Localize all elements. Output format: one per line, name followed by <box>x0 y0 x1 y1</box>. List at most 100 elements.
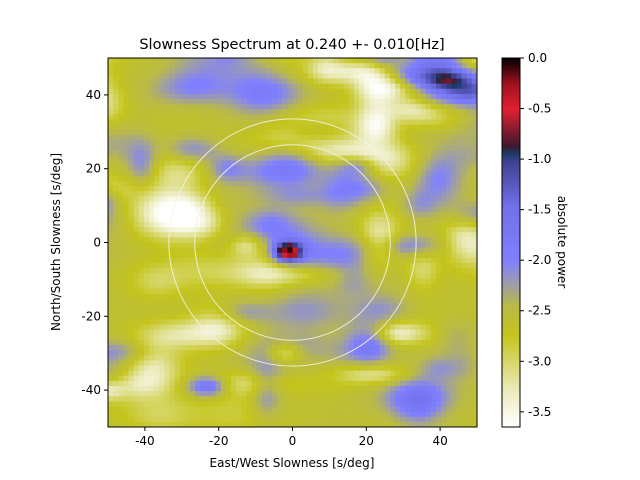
heatmap-cell <box>246 170 253 177</box>
heatmap-cell <box>154 401 160 408</box>
heatmap-cell <box>287 109 294 115</box>
heatmap-cell <box>313 329 319 336</box>
heatmap-cell <box>318 416 324 423</box>
heatmap-cell <box>210 416 217 423</box>
heatmap-cell <box>282 222 288 228</box>
heatmap-cell <box>451 104 458 110</box>
heatmap-cell <box>333 134 340 141</box>
heatmap-cell <box>405 314 411 320</box>
heatmap-cell <box>456 304 463 310</box>
heatmap-cell <box>338 222 345 228</box>
heatmap-cell <box>425 119 432 126</box>
heatmap-cell <box>118 257 124 264</box>
heatmap-cell <box>246 339 253 346</box>
heatmap-cell <box>231 304 237 310</box>
heatmap-cell <box>436 380 442 387</box>
heatmap-cell <box>456 222 463 228</box>
heatmap-cell <box>143 165 150 172</box>
heatmap-cell <box>410 170 417 177</box>
heatmap-cell <box>287 63 294 69</box>
heatmap-cell <box>246 99 253 105</box>
heatmap-cell <box>384 329 391 336</box>
heatmap-cell <box>420 191 427 197</box>
heatmap-cell <box>451 83 458 90</box>
heatmap-cell <box>430 401 437 408</box>
heatmap-cell <box>369 293 376 300</box>
heatmap-cell <box>348 196 355 203</box>
heatmap-cell <box>348 396 355 402</box>
heatmap-cell <box>307 109 314 115</box>
heatmap-cell <box>436 345 442 351</box>
heatmap-cell <box>343 365 350 372</box>
heatmap-cell <box>277 324 283 331</box>
heatmap-cell <box>374 252 381 259</box>
heatmap-cell <box>231 355 237 361</box>
heatmap-cell <box>436 109 442 115</box>
heatmap-cell <box>354 119 360 126</box>
heatmap-cell <box>410 350 417 356</box>
heatmap-cell <box>205 196 212 203</box>
heatmap-cell <box>184 58 191 64</box>
heatmap-cell <box>195 211 201 218</box>
heatmap-cell <box>195 222 201 228</box>
heatmap-cell <box>236 278 242 285</box>
heatmap-cell <box>384 93 391 100</box>
heatmap-cell <box>246 104 253 110</box>
heatmap-cell <box>205 416 212 423</box>
heatmap-cell <box>108 68 114 74</box>
heatmap-cell <box>210 150 217 156</box>
heatmap-cell <box>200 216 206 223</box>
heatmap-cell <box>261 104 268 110</box>
heatmap-cell <box>272 99 278 105</box>
heatmap-cell <box>364 201 370 208</box>
heatmap-cell <box>318 196 324 203</box>
heatmap-cell <box>430 314 437 320</box>
heatmap-cell <box>272 386 278 392</box>
heatmap-cell <box>282 237 288 244</box>
heatmap-cell <box>313 252 319 259</box>
heatmap-cell <box>225 339 232 346</box>
heatmap-cell <box>159 319 165 326</box>
heatmap-cell <box>461 186 468 192</box>
heatmap-cell <box>200 416 206 423</box>
heatmap-cell <box>200 93 206 100</box>
heatmap-cell <box>307 293 314 300</box>
heatmap-cell <box>446 232 452 238</box>
heatmap-cell <box>184 211 191 218</box>
heatmap-cell <box>133 58 140 64</box>
heatmap-cell <box>179 314 186 320</box>
heatmap-cell <box>266 324 273 331</box>
heatmap-cell <box>389 298 396 305</box>
heatmap-cell <box>246 155 253 162</box>
heatmap-cell <box>200 88 206 95</box>
heatmap-cell <box>369 304 376 310</box>
heatmap-cell <box>292 406 299 413</box>
heatmap-cell <box>113 222 119 228</box>
heatmap-cell <box>287 114 294 121</box>
heatmap-cell <box>282 406 288 413</box>
heatmap-cell <box>256 124 263 131</box>
heatmap-cell <box>338 227 345 233</box>
heatmap-cell <box>430 119 437 126</box>
heatmap-cell <box>425 78 432 85</box>
heatmap-cell <box>174 416 181 423</box>
heatmap-cell <box>354 232 360 238</box>
heatmap-cell <box>246 309 253 315</box>
heatmap-cell <box>436 216 442 223</box>
heatmap-cell <box>261 222 268 228</box>
heatmap-cell <box>446 304 452 310</box>
heatmap-cell <box>179 211 186 218</box>
heatmap-cell <box>266 416 273 423</box>
heatmap-cell <box>149 247 155 254</box>
heatmap-cell <box>169 73 176 80</box>
heatmap-cell <box>220 329 227 336</box>
heatmap-cell <box>307 129 314 136</box>
heatmap-cell <box>425 386 432 392</box>
heatmap-cell <box>246 283 253 290</box>
heatmap-cell <box>200 104 206 110</box>
heatmap-cell <box>256 360 263 367</box>
heatmap-cell <box>225 206 232 213</box>
heatmap-cell <box>256 345 263 351</box>
heatmap-cell <box>333 391 340 397</box>
heatmap-cell <box>205 181 212 187</box>
